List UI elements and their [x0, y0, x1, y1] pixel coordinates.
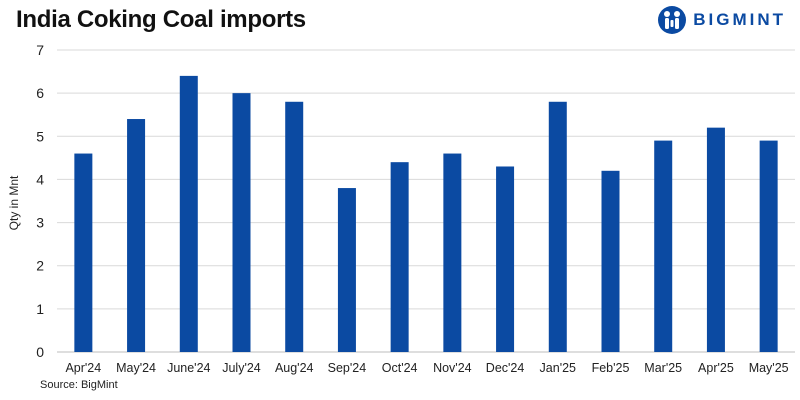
bar-jan-25 — [548, 101, 567, 353]
x-tick-label: Nov'24 — [433, 361, 472, 375]
bar-nov-24 — [443, 153, 462, 352]
brand-name: BIGMINT — [693, 10, 786, 29]
bar-sep-24 — [337, 188, 356, 352]
x-tick-label: July'24 — [222, 361, 261, 375]
bar-may-24 — [127, 119, 146, 353]
bigmint-logo-icon — [658, 6, 687, 34]
x-tick-label: May'24 — [116, 361, 156, 375]
chart-title: India Coking Coal imports — [16, 6, 306, 33]
y-tick-label: 0 — [36, 344, 44, 360]
bar-july-24 — [232, 93, 251, 353]
x-tick-label: Oct'24 — [382, 361, 418, 375]
x-tick-label: Dec'24 — [486, 361, 525, 375]
source-note: Source: BigMint — [40, 379, 118, 391]
x-tick-label: Jan'25 — [540, 361, 576, 375]
bar-dec-24 — [496, 166, 515, 352]
x-tick-label: Sep'24 — [328, 361, 367, 375]
brand-logo: BIGMINT — [657, 5, 786, 35]
x-tick-label: May'25 — [749, 361, 789, 375]
y-tick-label: 2 — [36, 258, 44, 274]
y-axis-ticks: 0 1 2 3 4 5 6 7 — [36, 42, 44, 360]
bar-may-25 — [759, 140, 778, 352]
y-tick-label: 7 — [36, 42, 44, 58]
x-tick-label: June'24 — [167, 361, 210, 375]
x-tick-label: Apr'25 — [698, 361, 734, 375]
x-tick-label: Apr'24 — [65, 361, 101, 375]
bar-mar-25 — [654, 140, 673, 352]
y-tick-label: 3 — [36, 215, 44, 231]
y-tick-label: 4 — [36, 171, 44, 187]
bar-june-24 — [179, 75, 198, 352]
bar-feb-25 — [601, 170, 620, 352]
y-tick-label: 5 — [36, 128, 44, 144]
bar-apr-25 — [706, 127, 725, 353]
y-tick-label: 6 — [36, 85, 44, 101]
bar-oct-24 — [390, 162, 409, 352]
y-axis-title: Qty in Mnt — [7, 175, 21, 230]
x-tick-label: Mar'25 — [644, 361, 682, 375]
x-tick-label: Feb'25 — [592, 361, 630, 375]
y-tick-label: 1 — [36, 301, 44, 317]
bar-aug-24 — [285, 101, 304, 353]
x-tick-label: Aug'24 — [275, 361, 314, 375]
x-axis-ticks: Apr'24 May'24 June'24 July'24 Aug'24 Sep'24 Oc… — [65, 361, 788, 375]
bar-apr-24 — [74, 153, 93, 352]
gridlines — [57, 49, 795, 353]
bars — [74, 75, 778, 353]
